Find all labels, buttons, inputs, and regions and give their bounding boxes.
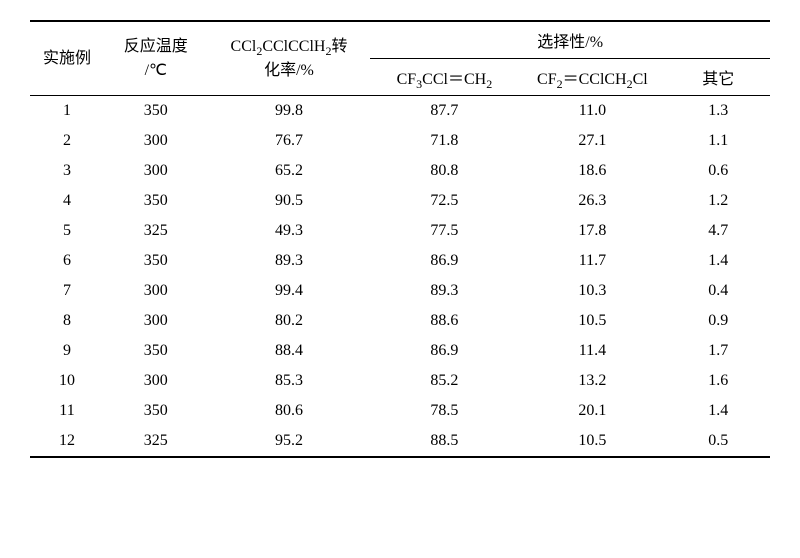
- table-cell: 325: [104, 426, 208, 457]
- table-cell: 350: [104, 186, 208, 216]
- data-table: 实施例 反应温度 /℃ CCl2CClCClH2转 化率/% 选择性/% CF3…: [30, 20, 770, 458]
- table-cell: 71.8: [370, 126, 518, 156]
- table-cell: 1.2: [666, 186, 770, 216]
- table-cell: 80.8: [370, 156, 518, 186]
- table-cell: 86.9: [370, 246, 518, 276]
- table-cell: 89.3: [208, 246, 371, 276]
- table-cell: 300: [104, 126, 208, 156]
- table-cell: 11.0: [518, 96, 666, 127]
- table-cell: 80.6: [208, 396, 371, 426]
- table-cell: 89.3: [370, 276, 518, 306]
- table-row: 830080.288.610.50.9: [30, 306, 770, 336]
- table-cell: 300: [104, 276, 208, 306]
- table-cell: 85.2: [370, 366, 518, 396]
- table-row: 935088.486.911.41.7: [30, 336, 770, 366]
- table-cell: 13.2: [518, 366, 666, 396]
- table-cell: 1.3: [666, 96, 770, 127]
- table-cell: 0.9: [666, 306, 770, 336]
- table-cell: 5: [30, 216, 104, 246]
- table-cell: 85.3: [208, 366, 371, 396]
- table-cell: 350: [104, 396, 208, 426]
- table-cell: 10: [30, 366, 104, 396]
- table-cell: 1.4: [666, 246, 770, 276]
- table-cell: 10.5: [518, 426, 666, 457]
- table-header: 实施例 反应温度 /℃ CCl2CClCClH2转 化率/% 选择性/% CF3…: [30, 21, 770, 96]
- table-cell: 90.5: [208, 186, 371, 216]
- table-row: 1232595.288.510.50.5: [30, 426, 770, 457]
- col-header-selectivity-group: 选择性/%: [370, 21, 770, 59]
- table-cell: 11.4: [518, 336, 666, 366]
- table-cell: 76.7: [208, 126, 371, 156]
- table-row: 1135080.678.520.11.4: [30, 396, 770, 426]
- table-cell: 1: [30, 96, 104, 127]
- table-cell: 350: [104, 96, 208, 127]
- table-cell: 350: [104, 246, 208, 276]
- table-row: 435090.572.526.31.2: [30, 186, 770, 216]
- table-row: 532549.377.517.84.7: [30, 216, 770, 246]
- table-row: 135099.887.711.01.3: [30, 96, 770, 127]
- table-cell: 78.5: [370, 396, 518, 426]
- table-cell: 300: [104, 156, 208, 186]
- table-cell: 27.1: [518, 126, 666, 156]
- table-cell: 26.3: [518, 186, 666, 216]
- col-header-temp: 反应温度 /℃: [104, 21, 208, 96]
- table-cell: 49.3: [208, 216, 371, 246]
- col-header-example: 实施例: [30, 21, 104, 96]
- table-cell: 72.5: [370, 186, 518, 216]
- table-cell: 99.4: [208, 276, 371, 306]
- table-cell: 17.8: [518, 216, 666, 246]
- table-cell: 0.6: [666, 156, 770, 186]
- table-cell: 88.5: [370, 426, 518, 457]
- col-header-other: 其它: [666, 59, 770, 96]
- table-row: 635089.386.911.71.4: [30, 246, 770, 276]
- table-cell: 350: [104, 336, 208, 366]
- table-cell: 80.2: [208, 306, 371, 336]
- col-header-conversion: CCl2CClCClH2转 化率/%: [208, 21, 371, 96]
- table-cell: 11.7: [518, 246, 666, 276]
- table-cell: 7: [30, 276, 104, 306]
- table-row: 330065.280.818.60.6: [30, 156, 770, 186]
- table-cell: 0.4: [666, 276, 770, 306]
- table-cell: 99.8: [208, 96, 371, 127]
- table-cell: 300: [104, 366, 208, 396]
- table-cell: 8: [30, 306, 104, 336]
- table-cell: 9: [30, 336, 104, 366]
- table-cell: 88.6: [370, 306, 518, 336]
- table-cell: 18.6: [518, 156, 666, 186]
- table-cell: 4: [30, 186, 104, 216]
- table-cell: 10.5: [518, 306, 666, 336]
- table-cell: 300: [104, 306, 208, 336]
- table-cell: 1.7: [666, 336, 770, 366]
- table-cell: 2: [30, 126, 104, 156]
- table-row: 1030085.385.213.21.6: [30, 366, 770, 396]
- table-cell: 6: [30, 246, 104, 276]
- table-cell: 77.5: [370, 216, 518, 246]
- table-cell: 1.1: [666, 126, 770, 156]
- table-cell: 11: [30, 396, 104, 426]
- table-cell: 3: [30, 156, 104, 186]
- table-cell: 87.7: [370, 96, 518, 127]
- table-cell: 12: [30, 426, 104, 457]
- table-cell: 1.4: [666, 396, 770, 426]
- table-cell: 88.4: [208, 336, 371, 366]
- table-body: 135099.887.711.01.3230076.771.827.11.133…: [30, 96, 770, 458]
- table-cell: 65.2: [208, 156, 371, 186]
- table-cell: 0.5: [666, 426, 770, 457]
- table-row: 230076.771.827.11.1: [30, 126, 770, 156]
- table-cell: 20.1: [518, 396, 666, 426]
- table-cell: 86.9: [370, 336, 518, 366]
- table-row: 730099.489.310.30.4: [30, 276, 770, 306]
- col-header-sel2: CF2＝CClCH2Cl: [518, 59, 666, 96]
- table-cell: 95.2: [208, 426, 371, 457]
- table-cell: 10.3: [518, 276, 666, 306]
- table-cell: 4.7: [666, 216, 770, 246]
- col-header-sel1: CF3CCl＝CH2: [370, 59, 518, 96]
- table-cell: 1.6: [666, 366, 770, 396]
- table-cell: 325: [104, 216, 208, 246]
